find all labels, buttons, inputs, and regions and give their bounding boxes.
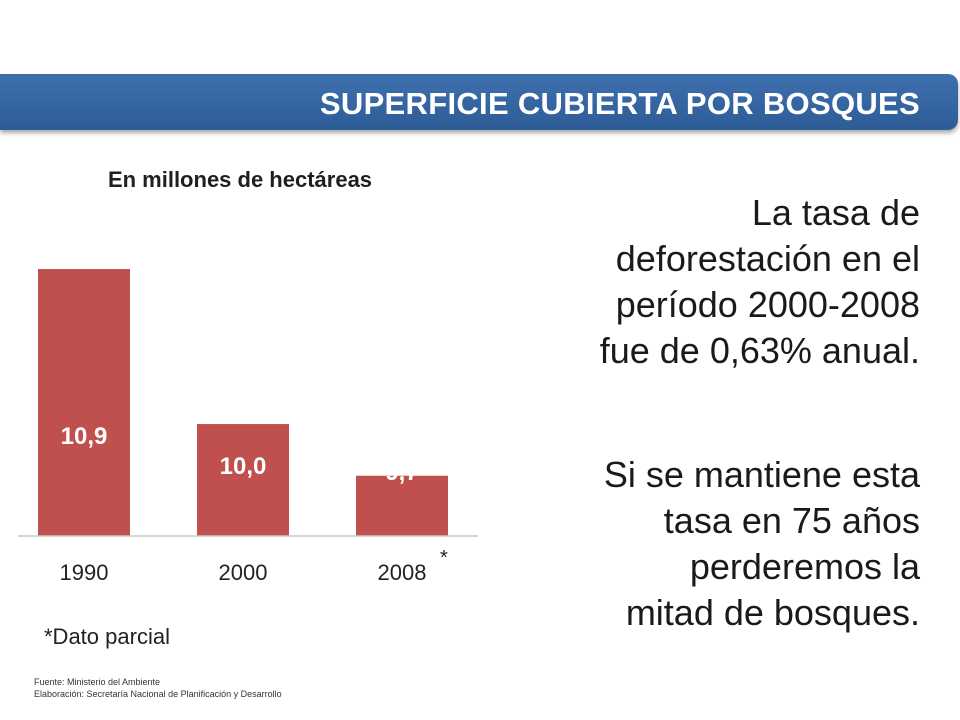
partial-data-marker: *	[440, 547, 448, 569]
projection-text: Si se mantiene esta tasa en 75 años perd…	[603, 454, 920, 633]
footnote: *Dato parcial	[44, 624, 170, 649]
x-tick-label: 1990	[60, 560, 109, 585]
bar-value-label: 9,7	[385, 459, 418, 486]
deforestation-rate-text: La tasa de deforestación en el período 2…	[599, 192, 920, 371]
source-line: Fuente: Ministerio del Ambiente	[34, 677, 161, 687]
bar-value-label: 10,9	[61, 423, 108, 450]
x-tick-label: 2000	[219, 560, 268, 585]
title-bar: SUPERFICIE CUBIERTA POR BOSQUES	[0, 74, 958, 130]
slide-title: SUPERFICIE CUBIERTA POR BOSQUES	[319, 86, 920, 121]
elaboration-line: Elaboración: Secretaría Nacional de Plan…	[34, 689, 282, 699]
chart-title: En millones de hectáreas	[107, 167, 373, 192]
source-note: Fuente: Ministerio del Ambiente Elaborac…	[34, 676, 282, 700]
bar-1990	[38, 269, 130, 536]
bar-2000	[197, 424, 289, 536]
bar-2008	[356, 475, 448, 536]
x-tick-label: 2008	[378, 560, 427, 585]
bar-value-label: 10,0	[220, 453, 267, 480]
bar-chart: 10,9 10,0 9,7 1990 2000 2008 *	[18, 269, 478, 585]
